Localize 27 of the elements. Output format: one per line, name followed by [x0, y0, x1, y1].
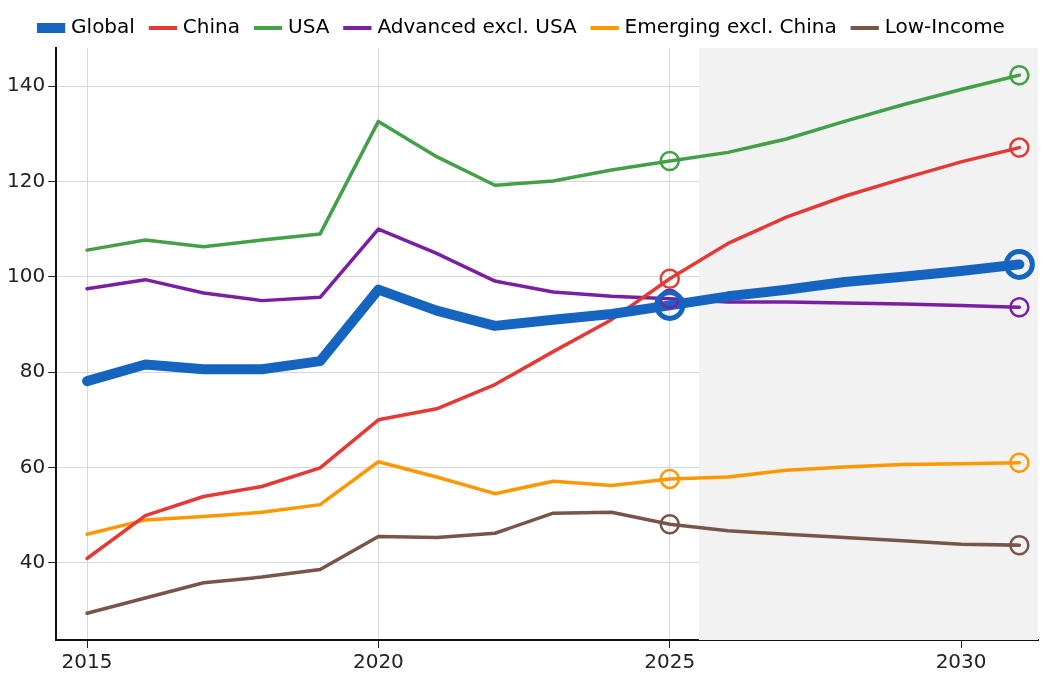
point [659, 468, 680, 490]
legend-label: USA [288, 14, 330, 39]
x-tick-label: 2015 [61, 649, 113, 674]
point [659, 150, 680, 172]
y-tick-label: 80 [19, 358, 46, 383]
point [1009, 452, 1030, 473]
x-tick-label: 2025 [644, 649, 696, 674]
y-tick-label: 60 [19, 453, 46, 478]
legend-label: China [182, 14, 241, 39]
point [654, 289, 686, 321]
legend-label: Advanced excl. USA [377, 14, 577, 39]
point [659, 513, 680, 535]
point [1009, 534, 1030, 556]
y-tick-label: 140 [6, 72, 46, 97]
legend-label: Low-Income [884, 14, 1005, 39]
x-tick-label: 2020 [352, 649, 404, 674]
point [1009, 64, 1030, 86]
point [1003, 248, 1035, 280]
legend-label: Global [71, 14, 135, 39]
point [659, 268, 680, 289]
y-tick-label: 100 [6, 263, 46, 287]
y-tick-label: 120 [6, 167, 46, 192]
x-tick-label: 2030 [935, 649, 987, 674]
point [1009, 297, 1030, 318]
point [1009, 137, 1030, 158]
legend-label: Emerging excl. China [624, 14, 837, 39]
y-tick-label: 40 [19, 548, 46, 573]
